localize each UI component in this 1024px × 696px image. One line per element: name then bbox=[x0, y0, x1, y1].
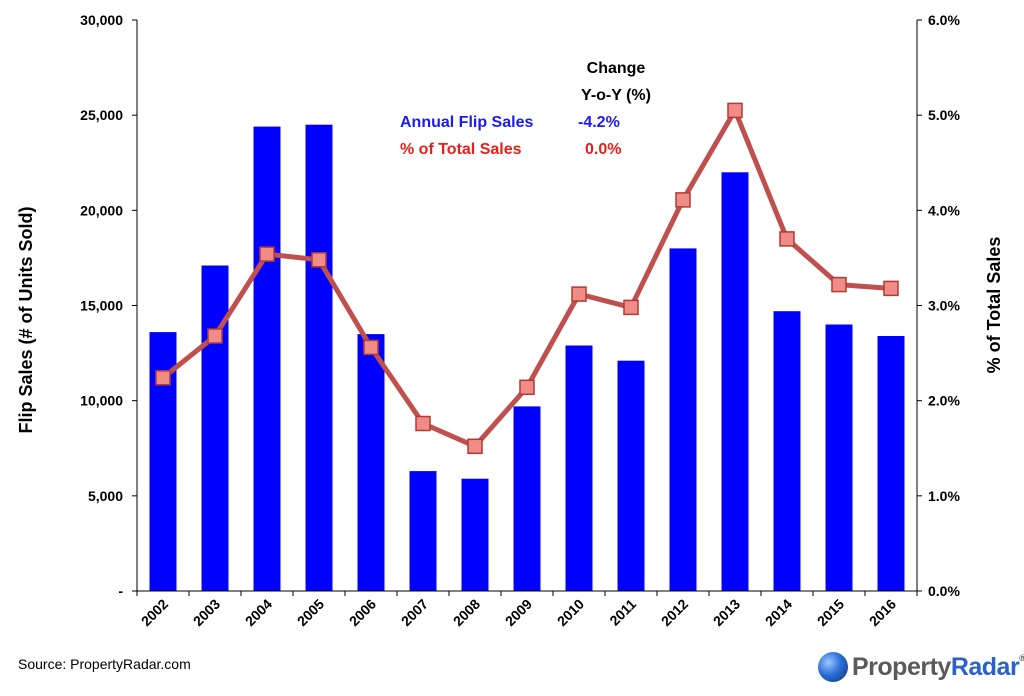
source-caption: Source: PropertyRadar.com bbox=[18, 656, 191, 672]
x-axis-ticks: 2002 2003 2004 2005 2006 2007 2008 2009 2010 2011… bbox=[136, 591, 918, 629]
right-axis-title: % of Total Sales bbox=[984, 237, 1004, 374]
y2-tick-label: 4.0% bbox=[928, 202, 960, 218]
legend-header-line1: Change bbox=[587, 60, 646, 77]
x-tick-label: 2013 bbox=[710, 596, 743, 629]
y2-tick-label: 2.0% bbox=[928, 393, 960, 409]
point-2011 bbox=[623, 299, 639, 316]
bar-series bbox=[149, 124, 905, 592]
bar-2006 bbox=[357, 334, 385, 591]
y2-tick-label: 0.0% bbox=[928, 583, 960, 599]
y2-tick-label: 3.0% bbox=[928, 298, 960, 314]
y-tick-label: - bbox=[118, 583, 123, 599]
point-2016 bbox=[883, 280, 899, 297]
point-2007 bbox=[415, 415, 431, 432]
bar-2012 bbox=[669, 248, 697, 591]
point-2009 bbox=[519, 379, 535, 396]
left-axis-title: Flip Sales (# of Units Sold) bbox=[16, 206, 36, 433]
bar-2010 bbox=[565, 345, 593, 591]
bar-2013 bbox=[721, 172, 749, 592]
bar-2003 bbox=[201, 265, 229, 591]
bar-2007 bbox=[409, 471, 437, 591]
x-tick-label: 2010 bbox=[554, 596, 587, 629]
legend-change-pct-total: 0.0% bbox=[585, 141, 621, 158]
point-2002 bbox=[155, 370, 171, 386]
logo-word-radar: Radar bbox=[950, 652, 1020, 681]
y-tick-label: 5,000 bbox=[88, 488, 123, 504]
x-tick-label: 2002 bbox=[138, 596, 171, 629]
left-axis-ticks: - 5,000 10,000 15,000 20,000 25,000 30,000 bbox=[80, 12, 137, 599]
x-tick-label: 2011 bbox=[606, 596, 639, 629]
x-tick-label: 2004 bbox=[242, 596, 275, 629]
x-tick-label: 2015 bbox=[814, 596, 847, 629]
y-tick-label: 25,000 bbox=[80, 107, 123, 123]
logo-word-property: Property bbox=[852, 652, 951, 681]
point-2015 bbox=[831, 276, 847, 293]
point-2003 bbox=[207, 328, 223, 344]
point-2010 bbox=[571, 286, 587, 302]
legend-change-flip-sales: -4.2% bbox=[578, 114, 620, 131]
y-tick-label: 15,000 bbox=[80, 298, 123, 314]
right-axis-ticks: 0.0% 1.0% 2.0% 3.0% 4.0% 5.0% 6.0% bbox=[917, 12, 960, 599]
point-2013 bbox=[727, 102, 743, 119]
x-tick-label: 2006 bbox=[346, 596, 379, 629]
propertyradar-logo: PropertyRadar® bbox=[818, 650, 1024, 684]
legend-header-line2: Y-o-Y (%) bbox=[581, 87, 651, 104]
line-series bbox=[155, 102, 899, 455]
x-tick-label: 2007 bbox=[398, 596, 431, 629]
logo-wordmark: PropertyRadar® bbox=[852, 653, 1024, 682]
y2-tick-label: 1.0% bbox=[928, 488, 960, 504]
point-2006 bbox=[363, 339, 379, 356]
logo-trademark: ® bbox=[1019, 652, 1024, 663]
y-tick-label: 20,000 bbox=[80, 202, 123, 218]
legend-label-pct-total: % of Total Sales bbox=[400, 141, 522, 158]
bar-2015 bbox=[825, 324, 853, 591]
point-2004 bbox=[259, 246, 275, 262]
y-tick-label: 10,000 bbox=[80, 393, 123, 409]
bar-2004 bbox=[253, 126, 281, 591]
legend-label-flip-sales: Annual Flip Sales bbox=[400, 114, 533, 131]
x-tick-label: 2008 bbox=[450, 596, 483, 629]
y2-tick-label: 6.0% bbox=[928, 12, 960, 28]
x-tick-label: 2014 bbox=[762, 596, 795, 629]
bar-2008 bbox=[461, 478, 489, 591]
bar-2016 bbox=[877, 336, 905, 591]
bar-2011 bbox=[617, 360, 645, 591]
point-2008 bbox=[467, 438, 483, 455]
bar-2009 bbox=[513, 406, 541, 591]
x-tick-label: 2016 bbox=[866, 596, 899, 629]
bar-2005 bbox=[305, 124, 333, 591]
point-2014 bbox=[779, 231, 795, 247]
y2-tick-label: 5.0% bbox=[928, 107, 960, 123]
point-2012 bbox=[675, 192, 691, 208]
y-tick-label: 30,000 bbox=[80, 12, 123, 28]
point-2005 bbox=[311, 252, 327, 268]
x-tick-label: 2003 bbox=[190, 596, 223, 629]
x-tick-label: 2005 bbox=[294, 596, 327, 629]
legend: Change Y-o-Y (%) Annual Flip Sales -4.2%… bbox=[400, 60, 651, 158]
x-tick-label: 2009 bbox=[502, 596, 535, 629]
bar-2014 bbox=[773, 311, 801, 591]
globe-icon bbox=[818, 652, 848, 682]
x-tick-label: 2012 bbox=[658, 596, 691, 629]
